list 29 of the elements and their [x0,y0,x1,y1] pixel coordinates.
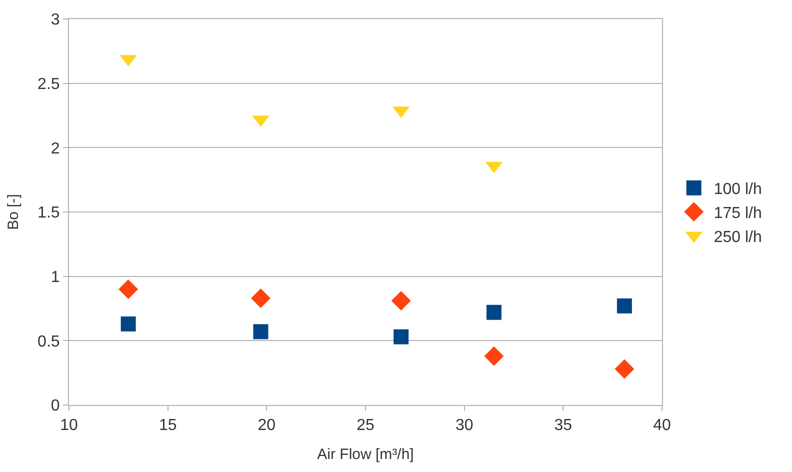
legend-label: 175 l/h [714,204,762,222]
x-tick-label: 35 [554,417,572,434]
y-tick-label: 0 [50,398,60,415]
y-axis-title: Bo [-] [4,194,22,230]
y-tick-label: 1 [50,268,60,286]
legend-label: 250 l/h [714,228,762,246]
point [484,346,504,366]
y-tick-label: 3 [50,12,60,29]
point [616,298,632,314]
point [394,329,409,344]
x-tick-label: 30 [455,417,474,434]
x-axis-title: Air Flow [m³/h] [317,446,414,464]
x-tick-label: 10 [60,417,78,434]
y-tick-label: 2.5 [38,76,60,93]
y-tick-label: 1.5 [38,204,60,222]
x-tick-label: 15 [158,417,177,434]
point [391,291,411,311]
point [118,279,138,299]
y-tick-label: 2 [50,140,60,158]
y-tick-label: 0.5 [38,333,60,350]
point [253,324,268,340]
x-tick-label: 25 [356,417,374,434]
x-tick-label: 40 [653,417,671,434]
legend-label: 100 l/h [714,181,762,198]
point [250,288,270,308]
point [486,304,502,320]
x-tick-label: 20 [258,417,276,434]
point [120,316,136,332]
point [614,359,634,379]
